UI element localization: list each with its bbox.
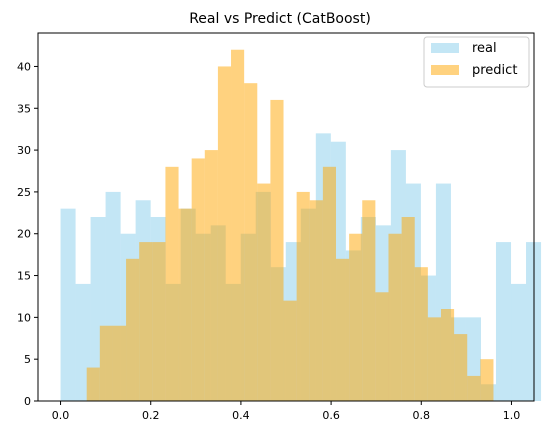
bar-predict-10 — [217, 66, 232, 401]
x-tick-label: 0.6 — [322, 409, 340, 422]
x-tick-label: 0.2 — [142, 409, 160, 422]
bar-predict-26 — [427, 317, 441, 401]
plot-frame — [37, 32, 535, 402]
bar-predict-1 — [99, 325, 113, 401]
bar-predict-28 — [454, 334, 468, 401]
y-tick-label: 25 — [17, 186, 31, 199]
bar-predict-30 — [480, 359, 494, 401]
y-tick-label: 10 — [17, 311, 31, 324]
bar-predict-4 — [139, 242, 153, 401]
y-tick-label: 35 — [17, 102, 31, 115]
bar-predict-9 — [204, 150, 218, 401]
legend-label-predict: predict — [472, 63, 517, 78]
bar-real-0 — [60, 208, 76, 401]
bar-predict-2 — [112, 325, 127, 401]
x-axis: 0.0 0.2 0.4 0.6 0.8 1.0 — [52, 401, 520, 422]
y-tick-label: 20 — [17, 228, 31, 241]
legend: real predict — [423, 36, 530, 88]
y-tick-label: 0 — [24, 395, 31, 408]
bar-predict-8 — [191, 158, 205, 401]
y-tick-label: 5 — [24, 353, 31, 366]
bar-predict-18 — [322, 166, 336, 401]
bar-predict-14 — [270, 99, 284, 401]
y-tick-label: 15 — [17, 270, 31, 283]
bar-real-29 — [495, 242, 512, 401]
bar-predict-11 — [231, 49, 245, 401]
bar-predict-13 — [257, 183, 271, 401]
legend-label-real: real — [472, 41, 497, 56]
x-tick-label: 0.0 — [52, 409, 70, 422]
bar-predict-15 — [283, 300, 297, 401]
series-predict-bars — [86, 49, 494, 402]
x-tick-label: 1.0 — [503, 409, 521, 422]
bar-predict-3 — [126, 258, 140, 401]
bar-predict-12 — [244, 83, 258, 402]
bar-predict-27 — [440, 309, 455, 401]
bar-predict-25 — [414, 267, 428, 401]
bar-predict-16 — [296, 191, 310, 401]
bar-predict-20 — [349, 233, 363, 401]
y-tick-label: 40 — [17, 60, 31, 73]
y-tick-label: 30 — [17, 144, 31, 157]
bar-predict-23 — [388, 233, 402, 401]
bar-predict-17 — [309, 200, 323, 401]
legend-swatch-predict — [431, 65, 459, 75]
chart-title: Real vs Predict (CatBoost) — [189, 11, 371, 27]
x-tick-label: 0.4 — [232, 409, 250, 422]
bar-predict-21 — [362, 200, 376, 401]
x-tick-label: 0.8 — [413, 409, 431, 422]
bar-real-30 — [511, 283, 527, 401]
bar-predict-24 — [401, 217, 415, 401]
bar-predict-7 — [178, 208, 192, 401]
bar-predict-22 — [375, 292, 389, 401]
legend-swatch-real — [431, 43, 459, 53]
bar-predict-5 — [152, 242, 166, 401]
bar-predict-6 — [165, 166, 179, 401]
bar-predict-29 — [467, 375, 481, 401]
bar-predict-19 — [336, 258, 350, 401]
y-axis: 0 5 10 15 20 25 30 35 40 — [17, 60, 38, 408]
bar-predict-0 — [86, 367, 100, 401]
